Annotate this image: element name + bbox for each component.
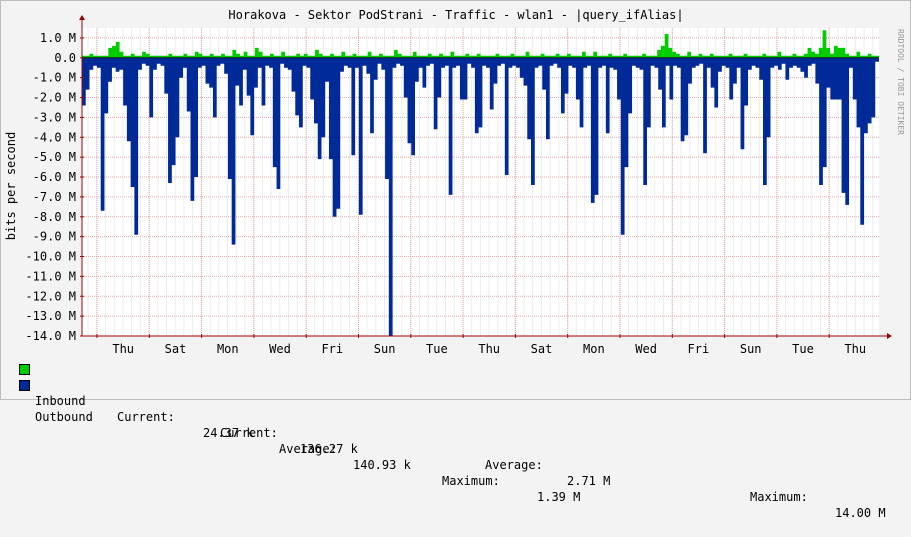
traffic-chart: Horakova - Sektor PodStrani - Traffic - … (4, 8, 905, 356)
y-tick-label: -14.0 M (25, 329, 76, 343)
inbound-swatch (19, 364, 30, 375)
x-tick-label: Sat (531, 342, 553, 356)
y-tick-label: -9.0 M (33, 230, 76, 244)
x-tick-label: Thu (844, 342, 866, 356)
y-axis: 1.0 M 0.0 -1.0 M -2.0 M -3.0 M -4.0 M -5.0 M -6… (25, 31, 84, 343)
axis-lines (79, 15, 892, 339)
outbound-current-label: Current: (220, 426, 278, 440)
inbound-current-label: Current: (117, 410, 175, 424)
outbound-label: Outbound (35, 410, 93, 424)
y-tick-label: 1.0 M (40, 31, 76, 45)
outbound-area (82, 57, 879, 337)
inbound-maximum-label: Maximum: (442, 474, 500, 488)
y-tick-label: -5.0 M (33, 150, 76, 164)
x-tick-label: Thu (478, 342, 500, 356)
grid-lines (82, 28, 879, 337)
graph-frame: Horakova - Sektor PodStrani - Traffic - … (0, 0, 911, 520)
x-tick-label: Wed (269, 342, 291, 356)
chart-title: Horakova - Sektor PodStrani - Traffic - … (228, 8, 683, 22)
x-axis: Thu Sat Mon Wed Fri Sun Tue Thu Sat Mon Wed Fri Sun T… (96, 334, 866, 356)
legend-row-inbound: Inbound Current: 24.37 k Average: 140.93… (1, 361, 580, 504)
y-tick-label: -12.0 M (25, 289, 76, 303)
x-tick-label: Sun (740, 342, 762, 356)
y-tick-label: -3.0 M (33, 110, 76, 124)
outbound-average-label: Average: (485, 458, 543, 472)
outbound-current-value: 136.27 k (300, 442, 358, 456)
x-tick-label: Wed (635, 342, 657, 356)
x-tick-label: Thu (112, 342, 134, 356)
legend-row-outbound: Outbound Current: 136.27 k Average: 2.71… (1, 377, 886, 520)
outbound-maximum-label: Maximum: (750, 490, 808, 504)
x-tick-label: Tue (426, 342, 448, 356)
x-tick-label: Mon (217, 342, 239, 356)
outbound-maximum-value: 14.00 M (835, 506, 886, 520)
x-tick-label: Fri (688, 342, 710, 356)
outbound-series (82, 57, 879, 337)
x-tick-label: Sun (374, 342, 396, 356)
y-tick-label: -7.0 M (33, 190, 76, 204)
outbound-swatch (19, 380, 30, 391)
x-axis-arrow (887, 333, 892, 339)
x-tick-label: Mon (583, 342, 605, 356)
y-axis-arrow (79, 15, 85, 20)
y-tick-label: -11.0 M (25, 269, 76, 283)
y-tick-label: -13.0 M (25, 309, 76, 323)
x-tick-label: Tue (792, 342, 814, 356)
y-tick-label: -4.0 M (33, 130, 76, 144)
y-tick-label: -8.0 M (33, 210, 76, 224)
inbound-average-value: 140.93 k (353, 458, 411, 472)
y-tick-label: -10.0 M (25, 250, 76, 264)
y-tick-label: 0.0 (54, 51, 76, 65)
x-tick-label: Sat (165, 342, 187, 356)
outbound-average-value: 2.71 M (567, 474, 611, 488)
y-tick-label: -1.0 M (33, 71, 76, 85)
x-tick-label: Fri (321, 342, 343, 356)
y-axis-label: bits per second (4, 132, 18, 240)
y-tick-label: -2.0 M (33, 91, 76, 105)
inbound-maximum-value: 1.39 M (537, 490, 581, 504)
rrdtool-watermark: RRDTOOL / TOBI OETIKER (896, 29, 905, 135)
legend: Inbound Current: 24.37 k Average: 140.93… (1, 361, 911, 520)
y-tick-label: -6.0 M (33, 170, 76, 184)
